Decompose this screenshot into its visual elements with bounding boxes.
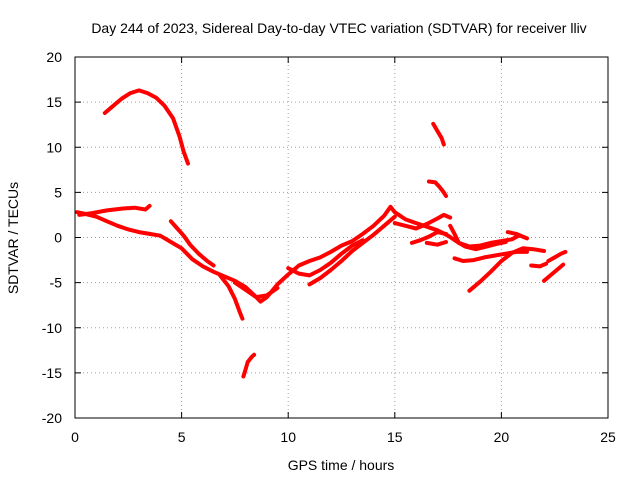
series-line-trace-1 [102,88,190,166]
series-line-trace-11 [409,230,448,245]
series-line-trace-14 [431,121,446,147]
x-tick-label: 25 [600,429,616,445]
series-line-trace-13 [426,179,448,198]
series-line-trace-12 [424,240,448,247]
series-line-trace-4 [168,219,216,268]
x-tick-label: 5 [178,429,186,445]
y-tick-label: 20 [46,49,62,65]
y-tick-label: 5 [54,184,62,200]
series-line-trace-3 [77,203,152,217]
y-tick-label: -5 [50,275,63,291]
series-line-trace-2 [75,204,521,304]
series-line-trace-7 [232,280,280,300]
series-line-trace-18 [505,230,529,241]
series-line-trace-19 [529,261,549,269]
y-axis-label: SDTVAR / TECUs [5,182,21,294]
x-tick-label: 10 [280,429,296,445]
series-line-trace-20 [542,262,566,283]
x-tick-label: 15 [387,429,403,445]
y-tick-label: 10 [46,139,62,155]
x-tick-label: 20 [494,429,510,445]
series-line-trace-21 [546,249,568,263]
y-tick-label: -15 [42,365,62,381]
series-layer [75,88,568,379]
x-tick-label: 0 [71,429,79,445]
series-line-trace-8 [286,238,365,278]
x-axis-label: GPS time / hours [288,457,395,473]
chart-title: Day 244 of 2023, Sidereal Day-to-day VTE… [91,20,586,36]
y-tick-label: -20 [42,410,62,426]
series-line-trace-9 [307,214,397,287]
y-tick-label: -10 [42,320,62,336]
y-tick-label: 0 [54,230,62,246]
series-line-trace-17 [467,246,546,293]
series-line-trace-6 [241,352,257,379]
series-line-trace-10 [392,212,453,231]
series-line-trace-15 [448,223,508,252]
y-tick-label: 15 [46,94,62,110]
series-line-trace-5 [218,273,245,321]
series-line-trace-16 [452,249,529,263]
tick-layer: 0 5 10 15 20 25 -20 -15 -10 -5 0 5 10 15 20 [42,49,616,445]
